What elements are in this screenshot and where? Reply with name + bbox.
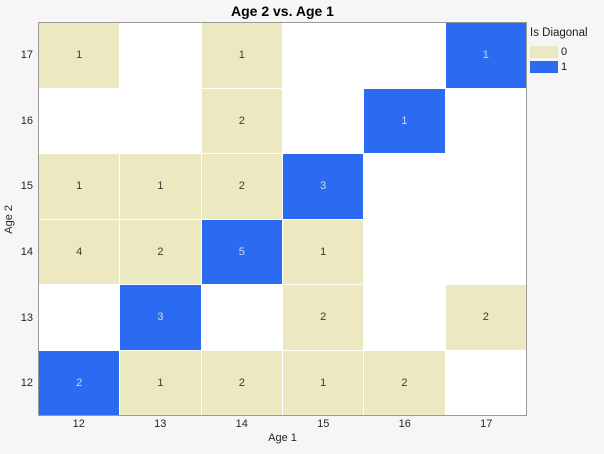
heatmap-cell[interactable]: 1: [445, 23, 526, 88]
heatmap-cell[interactable]: 1: [283, 350, 364, 415]
heatmap-cell[interactable]: 4: [39, 219, 120, 284]
legend-item-label: 0: [561, 46, 568, 58]
heatmap-cell-empty: [283, 88, 364, 153]
legend-item[interactable]: 0: [530, 46, 602, 58]
heatmap-cell-empty: [364, 23, 445, 88]
y-tick-label: 17: [20, 48, 33, 61]
heatmap-cell[interactable]: 5: [201, 219, 282, 284]
heatmap-cell-empty: [445, 154, 526, 219]
heatmap-cell-empty: [201, 285, 282, 350]
heatmap-cell-empty: [364, 285, 445, 350]
y-tick-label: 16: [20, 114, 33, 127]
x-axis-ticks: 12 13 14 15 16 17: [38, 418, 527, 431]
heatmap-cell[interactable]: 2: [445, 285, 526, 350]
heatmap-cell-empty: [364, 219, 445, 284]
heatmap-cell[interactable]: 3: [120, 285, 201, 350]
heatmap-cell[interactable]: 1: [39, 23, 120, 88]
legend-swatch[interactable]: [530, 61, 558, 73]
x-tick-label: 14: [235, 418, 248, 430]
heatmap-cell[interactable]: 1: [39, 154, 120, 219]
x-tick-label: 13: [154, 418, 167, 430]
heatmap-cell-empty: [445, 219, 526, 284]
heatmap-cell[interactable]: 1: [120, 350, 201, 415]
chart-title: Age 2 vs. Age 1: [231, 3, 334, 19]
heatmap-cell[interactable]: 2: [120, 219, 201, 284]
legend-item-label: 1: [561, 61, 568, 73]
y-tick-label: 13: [20, 311, 33, 324]
heatmap-cell[interactable]: 1: [120, 154, 201, 219]
heatmap-cell-empty: [120, 88, 201, 153]
heatmap-cell[interactable]: 2: [201, 88, 282, 153]
legend-swatch[interactable]: [530, 46, 558, 58]
heatmap-cell[interactable]: 1: [283, 219, 364, 284]
heatmap-cell[interactable]: 1: [364, 88, 445, 153]
x-tick-label: 12: [72, 418, 85, 430]
heatmap-cell[interactable]: 2: [364, 350, 445, 415]
heatmap-cell-empty: [283, 23, 364, 88]
y-tick-label: 12: [20, 377, 33, 390]
legend-title: Is Diagonal: [530, 27, 588, 39]
heatmap-cell[interactable]: 2: [283, 285, 364, 350]
heatmap-cell[interactable]: 2: [201, 350, 282, 415]
legend-item[interactable]: 1: [530, 61, 602, 73]
x-tick-label: 15: [317, 418, 330, 430]
y-axis-ticks: 17 16 15 14 13 12: [10, 22, 34, 416]
heatmap-cell[interactable]: 1: [201, 23, 282, 88]
heatmap-cell[interactable]: 3: [283, 154, 364, 219]
heatmap-cell-empty: [120, 23, 201, 88]
x-tick-label: 17: [480, 418, 493, 430]
heatmap-cell-empty: [39, 88, 120, 153]
heatmap-cell-empty: [39, 285, 120, 350]
x-axis-title: Age 1: [268, 432, 297, 444]
y-tick-label: 14: [20, 245, 33, 258]
heatmap-cell-empty: [445, 350, 526, 415]
heatmap-cell-empty: [445, 88, 526, 153]
heatmap-cell-empty: [364, 154, 445, 219]
y-tick-label: 15: [20, 180, 33, 193]
x-tick-label: 16: [398, 418, 411, 430]
heatmap-cell[interactable]: 2: [201, 154, 282, 219]
heatmap-cell[interactable]: 2: [39, 350, 120, 415]
